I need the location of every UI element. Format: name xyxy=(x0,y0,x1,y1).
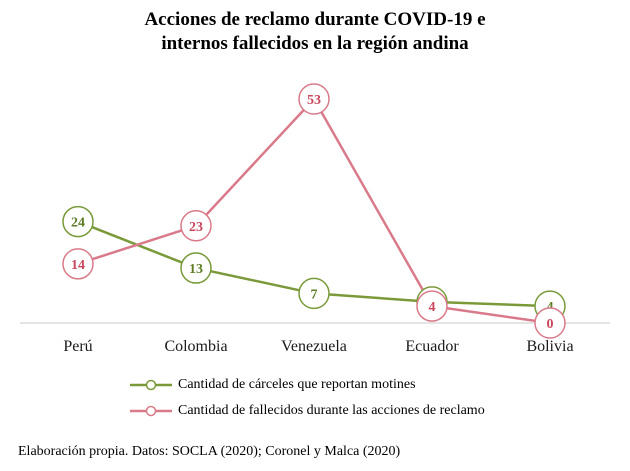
chart-title: Acciones de reclamo durante COVID-19 e i… xyxy=(0,8,630,56)
data-point-s2-2 xyxy=(298,83,330,115)
data-label-s2-2: 53 xyxy=(307,93,321,108)
legend-label-series-2: Cantidad de fallecidos durante las accio… xyxy=(178,403,485,418)
data-point-s2-0 xyxy=(62,248,94,280)
legend-swatch-series-2 xyxy=(130,405,172,417)
data-point-s2-4 xyxy=(534,307,566,339)
data-point-s1-1 xyxy=(180,252,212,284)
chart-title-line-1: Acciones de reclamo durante COVID-19 e xyxy=(144,9,486,30)
category-label-3: Ecuador xyxy=(405,338,459,355)
chart-title-line-2: internos fallecidos en la región andina xyxy=(161,33,469,54)
data-label-s2-3: 4 xyxy=(429,300,436,315)
category-label-0: Perú xyxy=(63,338,92,355)
category-label-2: Venezuela xyxy=(281,338,347,355)
data-label-s1-2: 7 xyxy=(311,287,318,302)
data-label-s2-1: 23 xyxy=(189,220,203,235)
data-point-s2-1 xyxy=(180,210,212,242)
legend: Cantidad de cárceles que reportan motine… xyxy=(130,372,485,424)
data-label-s1-1: 13 xyxy=(189,262,203,277)
legend-item-series-1: Cantidad de cárceles que reportan motine… xyxy=(130,372,485,398)
series-layer: 241375414235340 xyxy=(62,83,566,339)
legend-item-series-2: Cantidad de fallecidos durante las accio… xyxy=(130,398,485,424)
category-labels: Perú Colombia Venezuela Ecuador Bolivia xyxy=(63,338,573,355)
data-point-s1-2 xyxy=(298,277,330,310)
data-point-s1-0 xyxy=(62,205,94,238)
legend-swatch-series-1 xyxy=(130,379,172,391)
data-label-s2-4: 0 xyxy=(547,317,554,332)
data-label-s2-0: 14 xyxy=(71,258,85,273)
data-label-s1-0: 24 xyxy=(71,216,85,231)
category-label-4: Bolivia xyxy=(526,338,573,355)
data-point-s2-3 xyxy=(416,290,448,322)
category-label-1: Colombia xyxy=(164,338,227,355)
source-note: Elaboración propia. Datos: SOCLA (2020);… xyxy=(18,444,401,459)
legend-label-series-1: Cantidad de cárceles que reportan motine… xyxy=(178,377,416,392)
